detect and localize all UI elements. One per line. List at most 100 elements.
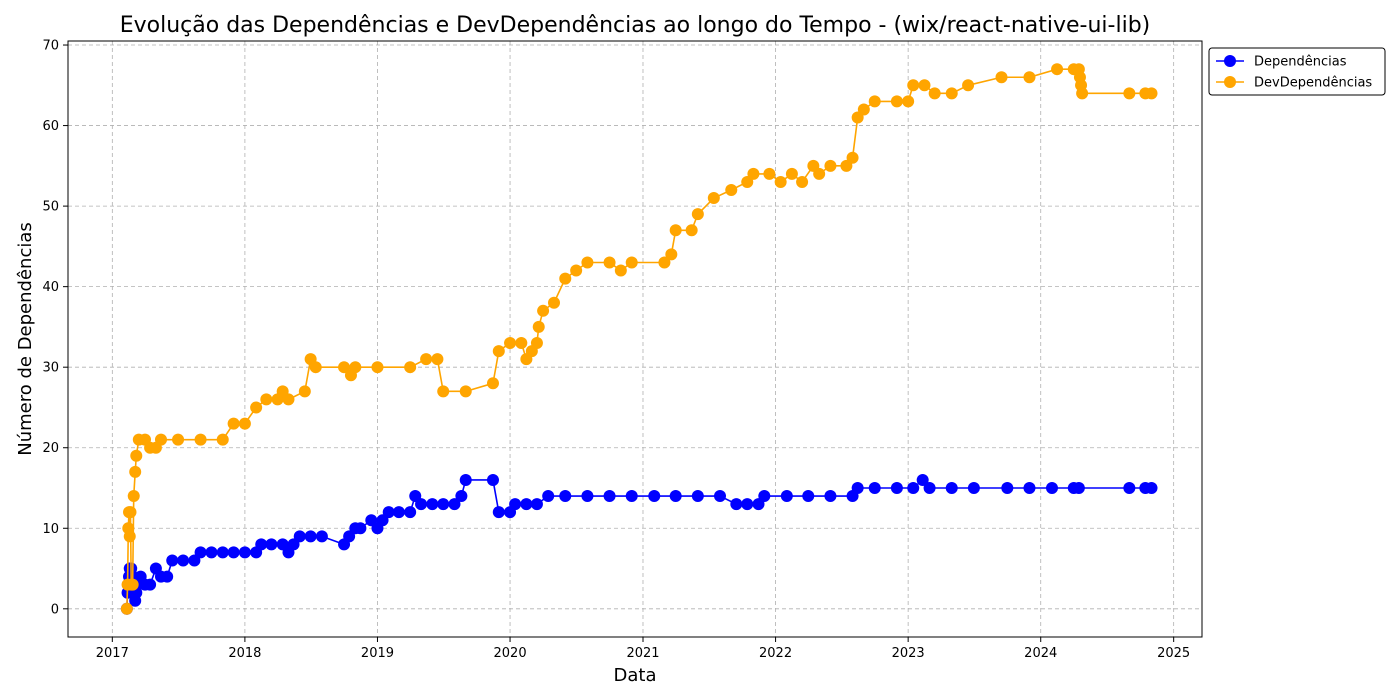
data-point	[669, 490, 682, 503]
data-point	[916, 473, 929, 486]
data-point	[725, 184, 738, 196]
data-point	[581, 490, 594, 503]
y-axis-title: Número de Dependências	[15, 222, 36, 456]
data-point	[995, 71, 1008, 84]
data-point	[194, 546, 207, 559]
data-point	[1123, 482, 1136, 494]
data-point	[120, 602, 133, 615]
data-point	[1051, 63, 1064, 76]
y-tick-label: 50	[42, 200, 59, 215]
data-point	[298, 385, 311, 398]
data-point	[614, 264, 627, 277]
data-point	[714, 490, 726, 503]
data-point	[382, 506, 395, 519]
data-point	[1045, 482, 1058, 494]
data-point	[625, 256, 638, 269]
data-point	[515, 337, 528, 350]
data-point	[581, 256, 594, 269]
series-devdependencias	[120, 63, 1158, 615]
x-tick-label: 2024	[1024, 646, 1057, 661]
x-tick-label: 2020	[494, 646, 527, 661]
series-layer	[120, 63, 1158, 615]
legend-box	[1208, 47, 1386, 96]
data-point	[747, 167, 760, 180]
data-point	[426, 498, 439, 511]
data-point	[685, 224, 698, 237]
data-point	[1001, 482, 1014, 494]
data-point	[459, 473, 472, 486]
data-point	[890, 482, 903, 494]
data-point	[349, 361, 362, 374]
data-point	[126, 578, 139, 591]
x-tick-label: 2022	[759, 646, 792, 661]
data-point	[129, 465, 142, 478]
legend-item: DevDependências	[1216, 76, 1372, 91]
x-tick-label: 2017	[96, 646, 129, 661]
data-point	[520, 498, 533, 511]
data-point	[227, 546, 240, 559]
data-point	[392, 506, 405, 519]
data-point	[216, 546, 229, 559]
data-point	[824, 490, 837, 503]
data-point	[851, 482, 864, 494]
data-point	[127, 490, 140, 503]
data-point	[293, 530, 306, 543]
data-point	[154, 433, 167, 446]
x-tick-label: 2021	[626, 646, 659, 661]
data-point	[455, 490, 468, 503]
x-axis-title: Data	[614, 665, 657, 686]
data-point	[532, 320, 545, 333]
series-dependencias	[120, 473, 1158, 615]
data-point	[559, 272, 572, 285]
data-point	[144, 578, 157, 591]
data-point	[691, 208, 704, 221]
data-point	[548, 296, 560, 309]
data-point	[962, 79, 975, 92]
data-point	[530, 337, 543, 350]
data-point	[194, 433, 207, 446]
x-tick-label: 2018	[228, 646, 261, 661]
legend-label: DevDependências	[1254, 76, 1372, 91]
data-point	[923, 482, 936, 494]
data-point	[570, 264, 583, 277]
data-point	[205, 546, 218, 559]
y-tick-label: 10	[42, 522, 59, 537]
data-point	[741, 498, 754, 511]
data-point	[603, 256, 616, 269]
legend: Dependências DevDependências	[1208, 47, 1386, 96]
data-point	[542, 490, 555, 503]
data-point	[928, 87, 941, 100]
data-point	[669, 224, 682, 237]
data-point	[238, 546, 251, 559]
data-point	[166, 554, 179, 567]
data-point	[504, 337, 517, 350]
data-point	[559, 490, 572, 503]
x-tick-label: 2019	[361, 646, 394, 661]
data-point	[967, 482, 980, 494]
data-point	[918, 79, 931, 92]
data-point	[227, 417, 240, 430]
data-point	[780, 490, 793, 503]
data-point	[486, 377, 499, 390]
legend-item: Dependências	[1216, 55, 1347, 70]
data-point	[161, 570, 174, 583]
data-point	[437, 385, 450, 398]
data-point	[603, 490, 616, 503]
data-point	[691, 490, 704, 503]
data-point	[404, 506, 417, 519]
data-point	[907, 79, 920, 92]
data-point	[648, 490, 661, 503]
grid	[68, 41, 1202, 637]
y-axis: 0 10 20 30 40 50 60 70	[42, 39, 68, 617]
data-point	[448, 498, 461, 511]
plot-frame	[67, 40, 1203, 638]
data-point	[1023, 482, 1036, 494]
data-point	[420, 353, 433, 366]
data-point	[868, 482, 881, 494]
data-point	[415, 498, 428, 511]
data-point	[282, 393, 295, 406]
data-point	[371, 361, 384, 374]
data-point	[665, 248, 678, 261]
data-point	[846, 151, 859, 164]
data-point	[437, 498, 450, 511]
